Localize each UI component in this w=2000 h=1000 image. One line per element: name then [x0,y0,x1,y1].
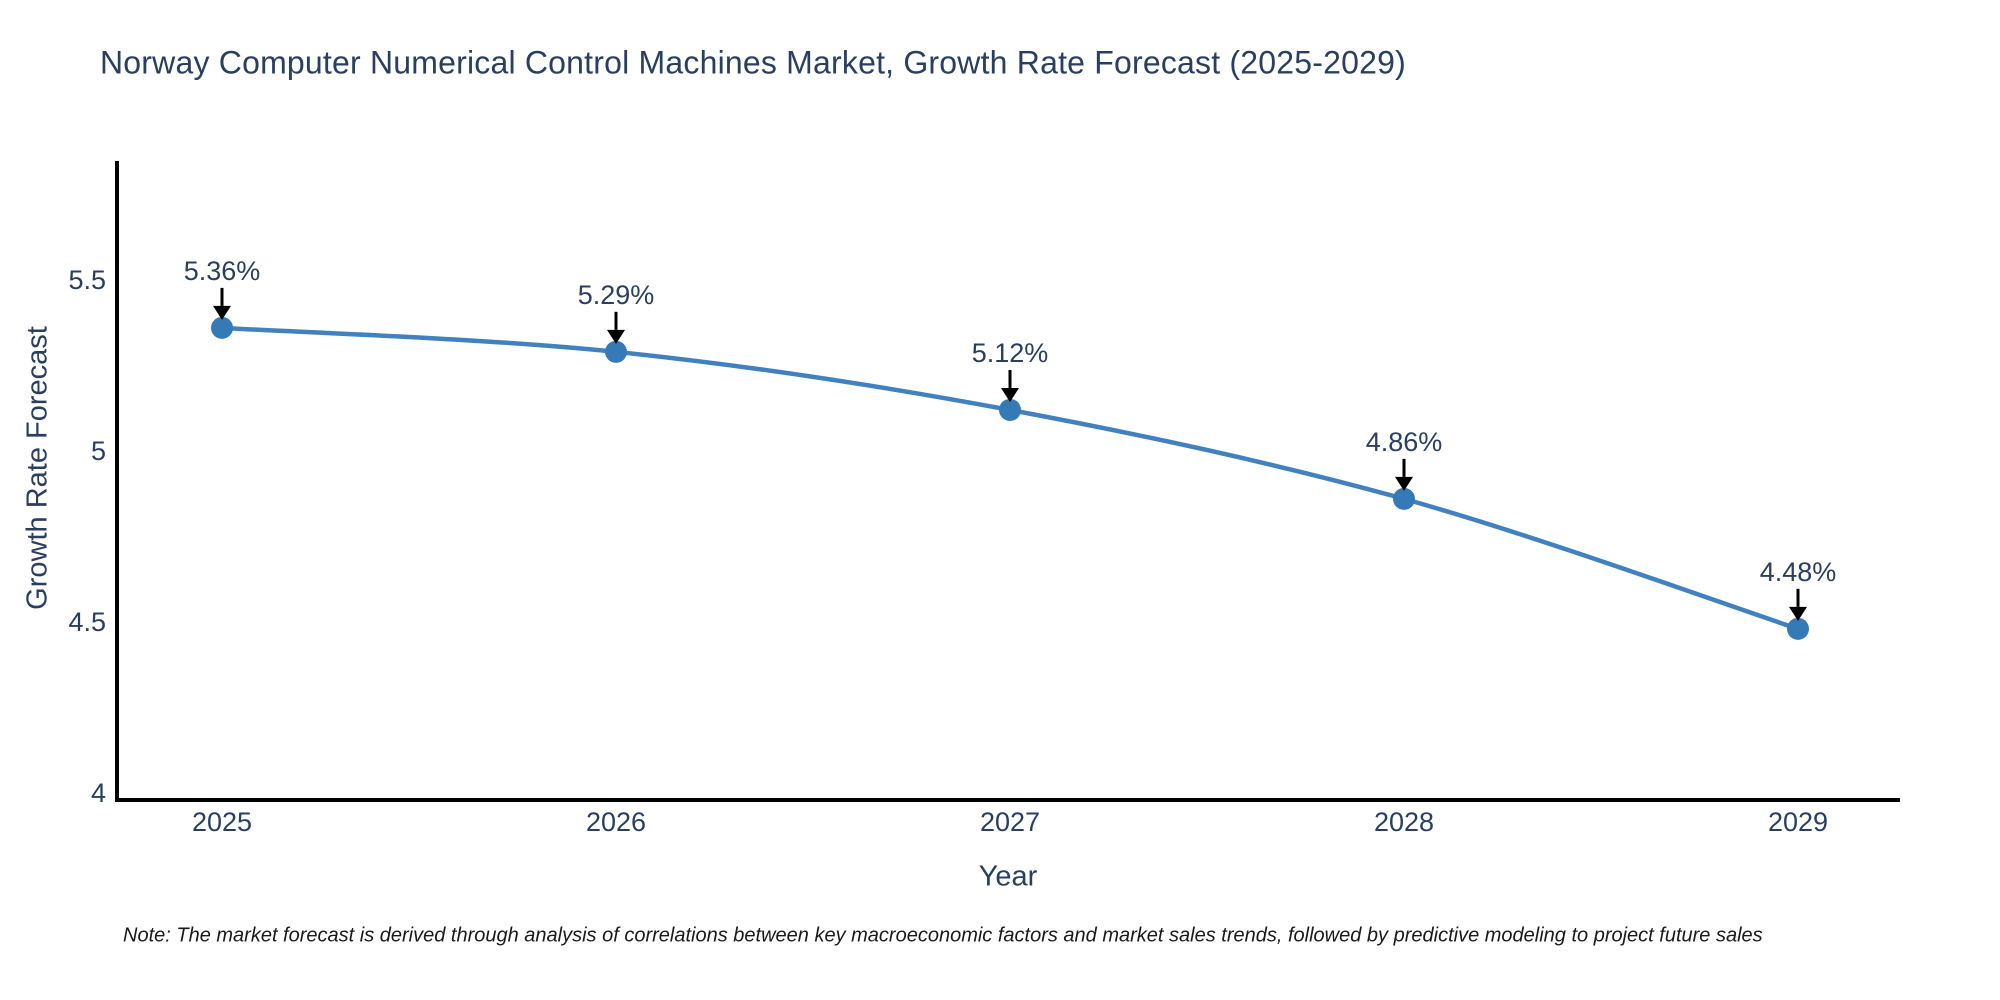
y-tick-label: 4.5 [68,607,106,637]
chart-title: Norway Computer Numerical Control Machin… [100,44,1406,81]
x-tick-label: 2028 [1374,807,1434,837]
annotation-arrowhead [213,305,231,320]
x-tick-label: 2027 [980,807,1040,837]
data-point[interactable] [999,398,1021,421]
data-point-label: 5.36% [184,256,261,286]
data-point-label: 5.29% [578,280,655,310]
data-point[interactable] [1393,487,1415,510]
footnote: Note: The market forecast is derived thr… [123,924,1763,947]
y-tick-label: 5 [91,436,106,466]
y-tick-label: 4 [91,778,106,808]
y-tick-label: 5.5 [68,265,106,295]
x-tick-label: 2029 [1768,807,1828,837]
data-point[interactable] [211,316,233,339]
annotation-arrowhead [1001,387,1019,402]
annotation-arrowhead [607,329,625,344]
data-point-label: 4.48% [1760,557,1837,587]
data-point[interactable] [1787,617,1809,640]
data-point[interactable] [605,340,627,363]
data-point-label: 5.12% [972,338,1049,368]
data-point-label: 4.86% [1366,427,1443,457]
x-tick-label: 2026 [586,807,646,837]
x-tick-label: 2025 [192,807,252,837]
annotation-arrowhead [1789,606,1807,621]
x-axis-title: Year [978,860,1038,893]
annotation-arrowhead [1395,476,1413,491]
